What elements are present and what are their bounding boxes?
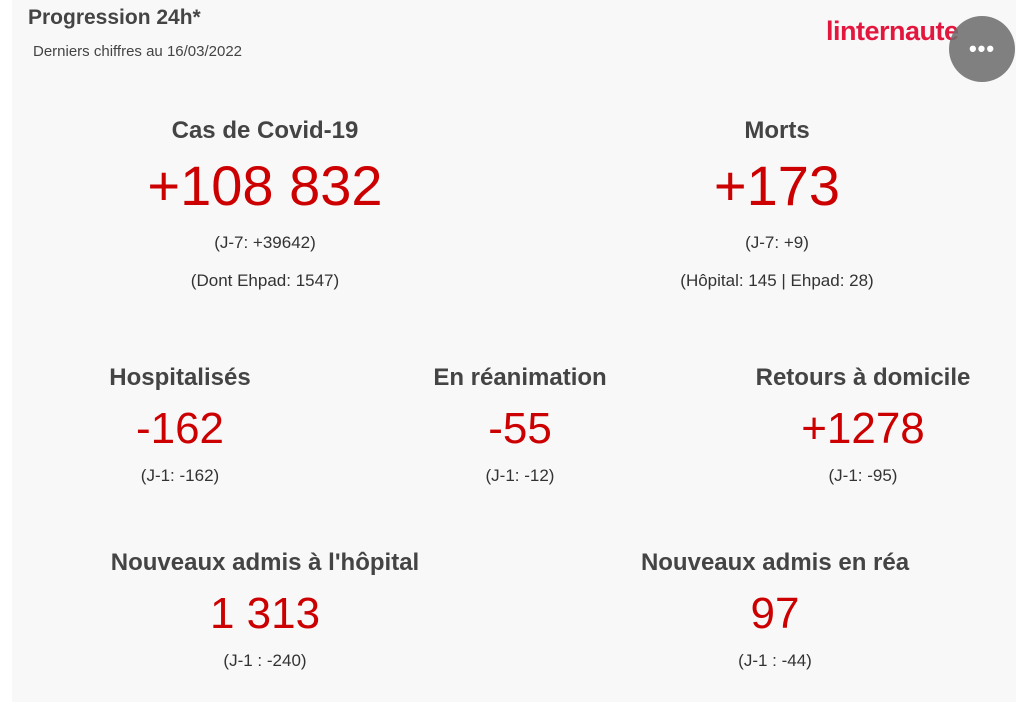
stat-new-icu: Nouveaux admis en réa 97 (J-1 : -44) — [605, 549, 945, 671]
stat-new-hospital-label: Nouveaux admis à l'hôpital — [110, 549, 420, 576]
stat-deaths-label: Morts — [744, 117, 810, 144]
more-options-button[interactable]: ••• — [949, 16, 1015, 82]
stat-icu-label: En réanimation — [433, 364, 607, 391]
stat-new-hospital: Nouveaux admis à l'hôpital 1 313 (J-1 : … — [80, 549, 450, 671]
stat-icu: En réanimation -55 (J-1: -12) — [380, 364, 660, 486]
stat-returns-home-label: Retours à domicile — [755, 364, 971, 391]
stat-deaths-value: +173 — [713, 154, 841, 217]
stat-returns-home-detail: (J-1: -95) — [828, 466, 898, 485]
stat-new-icu-detail: (J-1 : -44) — [738, 651, 812, 670]
stat-deaths-detail-week: (J-7: +9) — [745, 233, 809, 252]
stat-returns-home-value: +1278 — [801, 404, 925, 453]
stat-cases: Cas de Covid-19 +108 832 (J-7: +39642) (… — [115, 117, 415, 291]
stat-cases-value: +108 832 — [147, 154, 383, 217]
stat-new-hospital-detail: (J-1 : -240) — [223, 651, 307, 670]
stat-cases-label: Cas de Covid-19 — [171, 117, 359, 144]
stat-new-icu-value: 97 — [750, 589, 800, 638]
stat-hospitalized: Hospitalisés -162 (J-1: -162) — [40, 364, 320, 486]
stat-hospitalized-value: -162 — [135, 404, 225, 453]
stat-deaths-detail-breakdown: (Hôpital: 145 | Ehpad: 28) — [680, 271, 874, 290]
stat-returns-home: Retours à domicile +1278 (J-1: -95) — [718, 364, 1008, 486]
stat-cases-detail-ehpad: (Dont Ehpad: 1547) — [190, 271, 340, 290]
stat-deaths: Morts +173 (J-7: +9) (Hôpital: 145 | Ehp… — [627, 117, 927, 291]
page-title: Progression 24h* — [28, 6, 201, 29]
stats-card — [12, 0, 1016, 702]
stat-hospitalized-label: Hospitalisés — [109, 364, 251, 391]
more-dots-icon: ••• — [968, 36, 996, 61]
page-subtitle: Derniers chiffres au 16/03/2022 — [33, 43, 243, 60]
stat-icu-value: -55 — [488, 404, 552, 453]
stat-icu-detail: (J-1: -12) — [485, 466, 555, 485]
brand-logo[interactable]: linternaute — [826, 16, 959, 46]
stat-hospitalized-detail: (J-1: -162) — [140, 466, 220, 485]
stat-cases-detail-week: (J-7: +39642) — [214, 233, 316, 252]
stat-new-icu-label: Nouveaux admis en réa — [640, 549, 910, 576]
stat-new-hospital-value: 1 313 — [209, 589, 321, 638]
